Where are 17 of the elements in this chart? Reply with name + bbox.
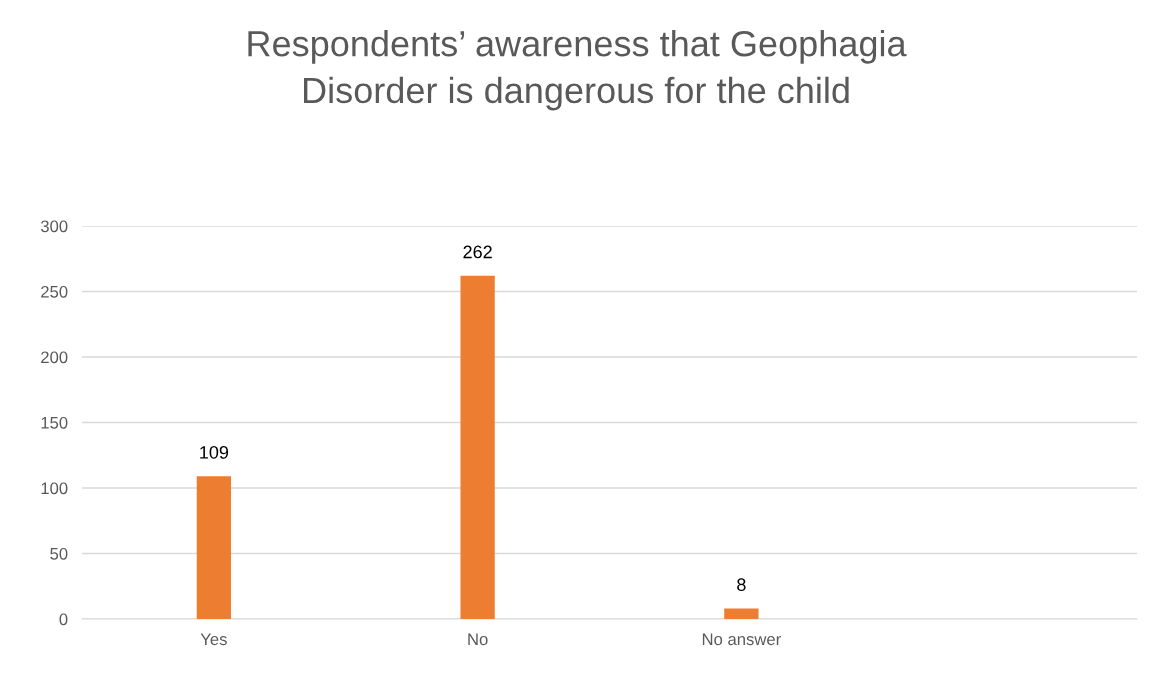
bar	[724, 608, 759, 619]
y-tick-label: 100	[41, 482, 68, 495]
x-tick-label: Yes	[200, 633, 227, 646]
y-tick-label: 200	[41, 351, 68, 364]
y-tick-label: 250	[41, 285, 68, 298]
bar	[460, 275, 495, 619]
x-tick-label: No answer	[702, 633, 781, 646]
x-tick-label: No	[468, 633, 488, 646]
bar	[196, 476, 232, 619]
y-tick-label: 50	[50, 547, 68, 560]
data-label: 262	[463, 245, 492, 259]
data-label: 109	[200, 445, 229, 459]
y-tick-label: 0	[59, 613, 68, 626]
y-tick-label: 300	[40, 220, 68, 233]
chart-title: Respondents’ awareness that Geophagia Disorder is dangerous for the child	[248, 30, 907, 111]
data-label: 8	[737, 578, 746, 592]
y-tick-label: 150	[41, 416, 68, 429]
